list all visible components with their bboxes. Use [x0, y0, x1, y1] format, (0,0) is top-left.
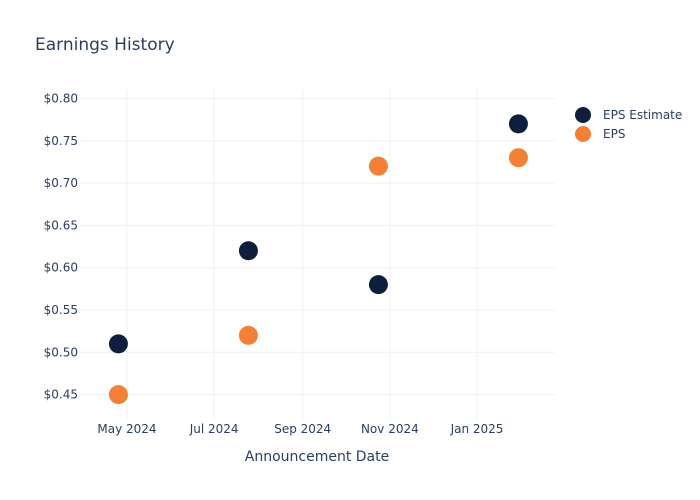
x-axis: May 2024 Jul 2024 Sep 2024 Nov 2024 Jan 2025 — [97, 422, 503, 436]
x-tick-label: Jul 2024 — [189, 422, 239, 436]
chart-title: Earnings History — [35, 35, 175, 55]
x-tick-label: Jan 2025 — [450, 422, 504, 436]
legend-label: EPS Estimate — [603, 108, 682, 122]
eps-marker[interactable] — [238, 325, 258, 345]
y-tick-label: $0.75 — [44, 134, 78, 148]
eps-estimate-marker[interactable] — [108, 334, 128, 354]
x-tick-label: Nov 2024 — [361, 422, 419, 436]
x-axis-title: Announcement Date — [245, 449, 389, 465]
x-tick-label: Sep 2024 — [274, 422, 331, 436]
legend-swatch — [575, 107, 591, 123]
eps-estimate-marker[interactable] — [508, 114, 528, 134]
legend[interactable]: EPS Estimate EPS — [575, 107, 682, 142]
y-tick-label: $0.60 — [44, 261, 78, 275]
y-tick-label: $0.50 — [44, 345, 78, 359]
y-tick-label: $0.55 — [44, 303, 78, 317]
grid-layer — [80, 90, 555, 420]
y-axis: $0.45 $0.50 $0.55 $0.60 $0.65 $0.70 $0.75 $0.80 — [44, 91, 78, 401]
eps-marker[interactable] — [108, 385, 128, 405]
eps-marker[interactable] — [508, 148, 528, 168]
y-tick-label: $0.70 — [44, 176, 78, 190]
y-tick-label: $0.65 — [44, 218, 78, 232]
legend-item-eps-estimate[interactable]: EPS Estimate — [575, 107, 682, 123]
eps-estimate-marker[interactable] — [238, 241, 258, 261]
legend-swatch — [575, 126, 591, 142]
y-tick-label: $0.80 — [44, 91, 78, 105]
data-markers — [108, 114, 528, 405]
y-tick-label: $0.45 — [44, 388, 78, 402]
legend-label: EPS — [603, 127, 625, 141]
eps-marker[interactable] — [368, 156, 388, 176]
eps-estimate-marker[interactable] — [368, 275, 388, 295]
x-tick-label: May 2024 — [97, 422, 156, 436]
legend-item-eps[interactable]: EPS — [575, 126, 625, 142]
